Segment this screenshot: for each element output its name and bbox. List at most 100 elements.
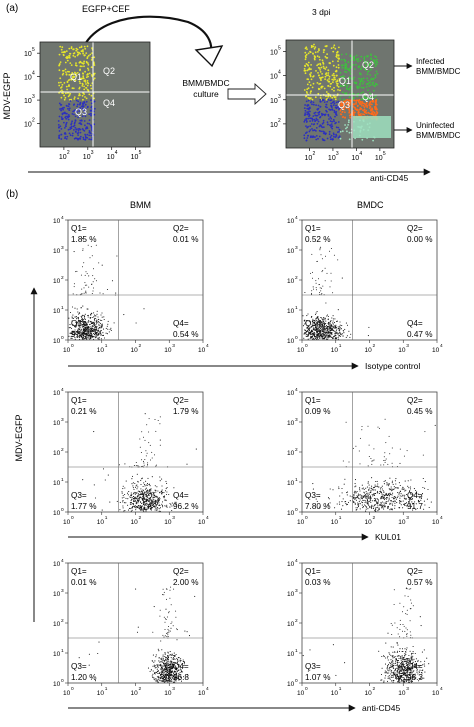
dot-Q2 — [344, 92, 346, 95]
dot-Q4 — [348, 114, 351, 117]
dot-Q3 — [325, 109, 327, 112]
event-dot-q4 — [370, 491, 372, 493]
dot-Q3 — [70, 122, 73, 124]
event-dot-q4 — [373, 494, 375, 496]
event-dot-q2 — [387, 632, 389, 634]
event-dot-sparse — [167, 634, 169, 636]
dot-Q3 — [311, 136, 314, 139]
event-dot-q3 — [93, 312, 95, 314]
event-dot-q4 — [395, 498, 397, 500]
event-dot-sparse — [383, 456, 385, 458]
event-dot-q3 — [338, 329, 340, 331]
x-tick-label: 10 — [83, 154, 91, 161]
dot-Q3 — [319, 99, 322, 101]
dot-Q3 — [73, 122, 76, 125]
event-dot-q4 — [394, 497, 396, 499]
event-dot-q4 — [161, 677, 163, 680]
event-dot-q4 — [162, 670, 164, 672]
event-dot-sparse — [159, 444, 161, 446]
dot-Q3 — [333, 111, 336, 114]
event-dot-q3 — [87, 331, 89, 333]
event-dot-q3 — [327, 331, 329, 333]
dot-Q1 — [312, 45, 315, 48]
event-dot-q2 — [188, 635, 191, 637]
event-dot-q4 — [165, 680, 167, 682]
event-dot-q3 — [325, 324, 328, 327]
dot-uninfected — [348, 131, 351, 134]
dot-Q3 — [59, 125, 62, 128]
event-dot-q4 — [380, 491, 382, 493]
event-dot-sparse — [378, 427, 380, 429]
event-dot-q4 — [389, 509, 391, 511]
event-dot-q4 — [155, 677, 157, 680]
event-dot-q3 — [86, 330, 88, 332]
dot-Q2 — [346, 68, 349, 70]
event-dot-q4 — [168, 672, 170, 674]
event-dot-q4 — [143, 308, 145, 310]
event-dot-q4 — [354, 479, 357, 481]
event-dot-sparse — [424, 431, 426, 433]
event-dot-q3 — [337, 332, 339, 334]
event-dot-q4 — [152, 654, 154, 656]
dot-Q3 — [331, 109, 334, 111]
dot-Q2 — [374, 76, 377, 79]
dot-Q1 — [77, 97, 79, 100]
dot-Q2 — [353, 55, 356, 58]
dot-Q1 — [305, 46, 308, 49]
event-dot-q4 — [377, 505, 379, 507]
event-dot-q4 — [388, 670, 390, 672]
dot-Q3 — [77, 134, 79, 137]
x-tick-label: 10 — [365, 519, 373, 526]
dot-Q3 — [93, 113, 96, 116]
event-dot-sparse — [384, 459, 386, 461]
dot-Q3 — [317, 137, 319, 140]
dot-Q2 — [374, 82, 377, 85]
event-dot-q3 — [84, 319, 86, 321]
event-dot-q3 — [95, 333, 97, 336]
q2-percent: 0.45 % — [407, 407, 433, 416]
y-tick-label: 10 — [53, 480, 61, 487]
event-dot-q4 — [359, 490, 361, 492]
dot-Q3 — [68, 132, 71, 135]
event-dot-q4 — [376, 490, 379, 492]
event-dot-q4 — [147, 505, 149, 507]
dot-Q1 — [308, 97, 311, 99]
event-dot-q4 — [148, 484, 150, 486]
event-dot-q4 — [371, 485, 373, 487]
event-dot-sparse — [168, 611, 170, 613]
dot-Q2 — [369, 84, 372, 86]
event-dot-q4 — [158, 510, 160, 512]
dot-Q3 — [83, 120, 86, 122]
event-dot-sparse — [324, 267, 326, 269]
event-dot-q4 — [390, 500, 392, 502]
event-dot-q4 — [388, 652, 390, 654]
event-dot-q4 — [395, 677, 398, 679]
dot-Q4 — [354, 107, 356, 109]
event-dot-q4 — [144, 494, 146, 496]
event-dot-sparse — [372, 460, 374, 462]
event-dot-q2 — [186, 463, 188, 465]
dot-Q2 — [361, 82, 364, 85]
event-dot-q4 — [130, 496, 132, 499]
event-dot-q4 — [140, 501, 142, 503]
event-dot-q4 — [160, 661, 162, 663]
dot-Q3 — [324, 133, 327, 136]
event-dot-q3 — [322, 330, 324, 332]
event-dot-q4 — [405, 649, 408, 651]
dot-Q1 — [75, 49, 78, 52]
dot-Q1 — [317, 63, 320, 66]
event-dot-q4 — [387, 669, 389, 671]
event-dot-sparse — [399, 448, 401, 450]
event-dot-q4 — [149, 500, 151, 502]
event-dot-q4 — [408, 659, 410, 661]
dot-Q3 — [65, 117, 68, 120]
event-dot-q4 — [360, 497, 362, 499]
event-dot-q3 — [325, 331, 327, 333]
event-dot-q4 — [402, 486, 404, 489]
event-dot-q4 — [133, 499, 135, 501]
event-dot-q4 — [155, 508, 157, 510]
dot-Q2 — [346, 85, 349, 87]
event-dot-q3 — [78, 322, 80, 324]
event-dot-q3 — [332, 323, 334, 325]
